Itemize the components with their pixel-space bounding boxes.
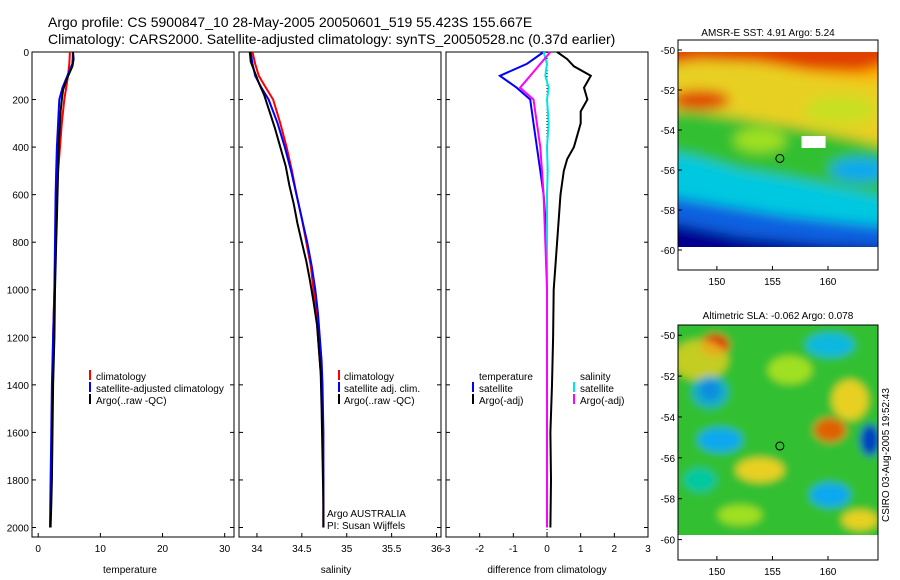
map-y-tick-label: -54 [661, 126, 676, 137]
legend-label-temp-argo: Argo(-adj) [479, 396, 523, 407]
x-tick-label: 34 [251, 544, 263, 555]
map-x-tick-label: 155 [764, 567, 781, 578]
map-y-tick-label: -60 [661, 536, 676, 547]
y-tick-label: 2000 [7, 523, 30, 534]
map-y-tick-label: -50 [661, 46, 676, 57]
argo-location-marker [775, 441, 785, 451]
salinity-legend: climatology satellite adj. clim. Argo(..… [338, 370, 420, 407]
map-x-tick-label: 150 [709, 567, 726, 578]
legend-label-sal-satellite: satellite [580, 384, 614, 395]
map-y-tick-label: -56 [661, 454, 676, 465]
sla-map-overlay: 150 155 160 -50 -52 -54 -56 -58 -60 [661, 331, 837, 578]
sst-map-title: AMSR-E SST: 4.91 Argo: 5.24 [701, 28, 835, 39]
argo-location-marker [775, 153, 785, 163]
y-tick-label: 1000 [7, 286, 30, 297]
legend-label-argo: Argo(..raw -QC) [344, 396, 415, 407]
climatology-subtitle: Climatology: CARS2000. Satellite-adjuste… [48, 31, 616, 47]
x-tick-label: 0 [35, 544, 41, 555]
x-tick-label: 1 [578, 544, 584, 555]
sst-heatmap [678, 52, 878, 247]
difference-plot: -3 -2 -1 0 1 2 3 [442, 51, 651, 555]
x-tick-label: 2 [612, 544, 618, 555]
y-tick-label: 1400 [7, 381, 30, 392]
temperature-xlabel: temperature [103, 565, 157, 576]
legend-title-salinity: salinity [580, 372, 611, 383]
y-tick-label: 0 [23, 48, 29, 59]
x-tick-label: 10 [95, 544, 107, 555]
difference-legend-salinity: salinity satellite Argo(-adj) [573, 372, 624, 407]
series-line-argo-raw-qc- [49, 51, 75, 528]
no-data-band [678, 256, 878, 270]
map-y-tick-label: -58 [661, 495, 676, 506]
sst-map-axes [677, 39, 879, 271]
difference-xlabel: difference from climatology [487, 565, 606, 576]
salinity-xlabel: salinity [321, 565, 352, 576]
x-tick-label: 0 [544, 544, 550, 555]
map-y-tick-label: -50 [661, 331, 676, 342]
map-y-tick-label: -52 [661, 86, 676, 97]
series-line-argo-raw-qc- [248, 51, 325, 528]
x-tick-label: 35 [341, 544, 353, 555]
legend-label-sal-argo: Argo(-adj) [580, 396, 624, 407]
map-y-tick-label: -60 [661, 246, 676, 257]
temperature-legend: climatology satellite-adjusted climatolo… [89, 370, 224, 407]
x-tick-label: 30 [219, 544, 231, 555]
x-tick-label: -1 [509, 544, 518, 555]
salinity-axes [238, 51, 442, 538]
y-tick-label: 400 [12, 143, 29, 154]
legend-label-climatology: climatology [96, 372, 146, 383]
series-line-salinity-argo-adj- [518, 51, 552, 528]
sla-map-title: Altimetric SLA: -0.062 Argo: 0.078 [703, 311, 854, 322]
legend-label-satellite: satellite adj. clim. [344, 384, 420, 395]
y-tick-label: 600 [12, 191, 29, 202]
map-x-tick-label: 160 [820, 277, 837, 288]
legend-label-satellite: satellite-adjusted climatology [96, 384, 224, 395]
map-y-tick-label: -58 [661, 206, 676, 217]
map-x-tick-label: 160 [820, 567, 837, 578]
salinity-plot: 34 34.5 35 35.5 36 [239, 51, 443, 555]
legend-title-temperature: temperature [479, 372, 533, 383]
legend-label-argo: Argo(..raw -QC) [96, 396, 167, 407]
sst-map-overlay: 150 155 160 -50 -52 -54 -56 -58 -60 [661, 46, 878, 288]
difference-legend-temperature: temperature satellite Argo(-adj) [472, 372, 533, 407]
argo-program-label: Argo AUSTRALIA [327, 509, 406, 520]
series-line-climatology [251, 51, 325, 528]
legend-label-climatology: climatology [344, 372, 394, 383]
map-x-tick-label: 150 [709, 277, 726, 288]
series-line-temperature-argo-adj- [549, 51, 593, 528]
y-tick-label: 1800 [7, 476, 30, 487]
x-tick-label: -3 [442, 544, 451, 555]
series-line-temperature-satellite [497, 51, 548, 290]
y-tick-label: 200 [12, 96, 29, 107]
x-tick-label: 20 [157, 544, 169, 555]
y-tick-label: 1200 [7, 333, 30, 344]
legend-label-temp-satellite: satellite [479, 384, 513, 395]
y-tick-label: 800 [12, 238, 29, 249]
sla-map-axes [677, 324, 879, 561]
x-tick-label: 3 [645, 544, 651, 555]
x-tick-label: 36 [431, 544, 443, 555]
y-tick-label: 1600 [7, 428, 30, 439]
map-y-tick-label: -52 [661, 372, 676, 383]
map-label-box [801, 136, 826, 148]
x-tick-label: -2 [475, 544, 484, 555]
temperature-axes [31, 51, 235, 538]
principal-investigator-label: PI: Susan Wijffels [327, 521, 405, 532]
x-tick-label: 35.5 [382, 544, 402, 555]
temperature-plot: 0 10 20 30 0 200 400 600 800 1000 1200 1400 1600 1800… [7, 48, 234, 555]
map-y-tick-label: -54 [661, 413, 676, 424]
x-tick-label: 34.5 [292, 544, 312, 555]
map-x-tick-label: 155 [764, 277, 781, 288]
sla-heatmap [678, 325, 878, 535]
profile-title: Argo profile: CS 5900847_10 28-May-2005 … [48, 14, 533, 30]
map-y-tick-label: -56 [661, 166, 676, 177]
csiro-credit: CSIRO 03-Aug-2005 19:52:43 [881, 388, 892, 522]
